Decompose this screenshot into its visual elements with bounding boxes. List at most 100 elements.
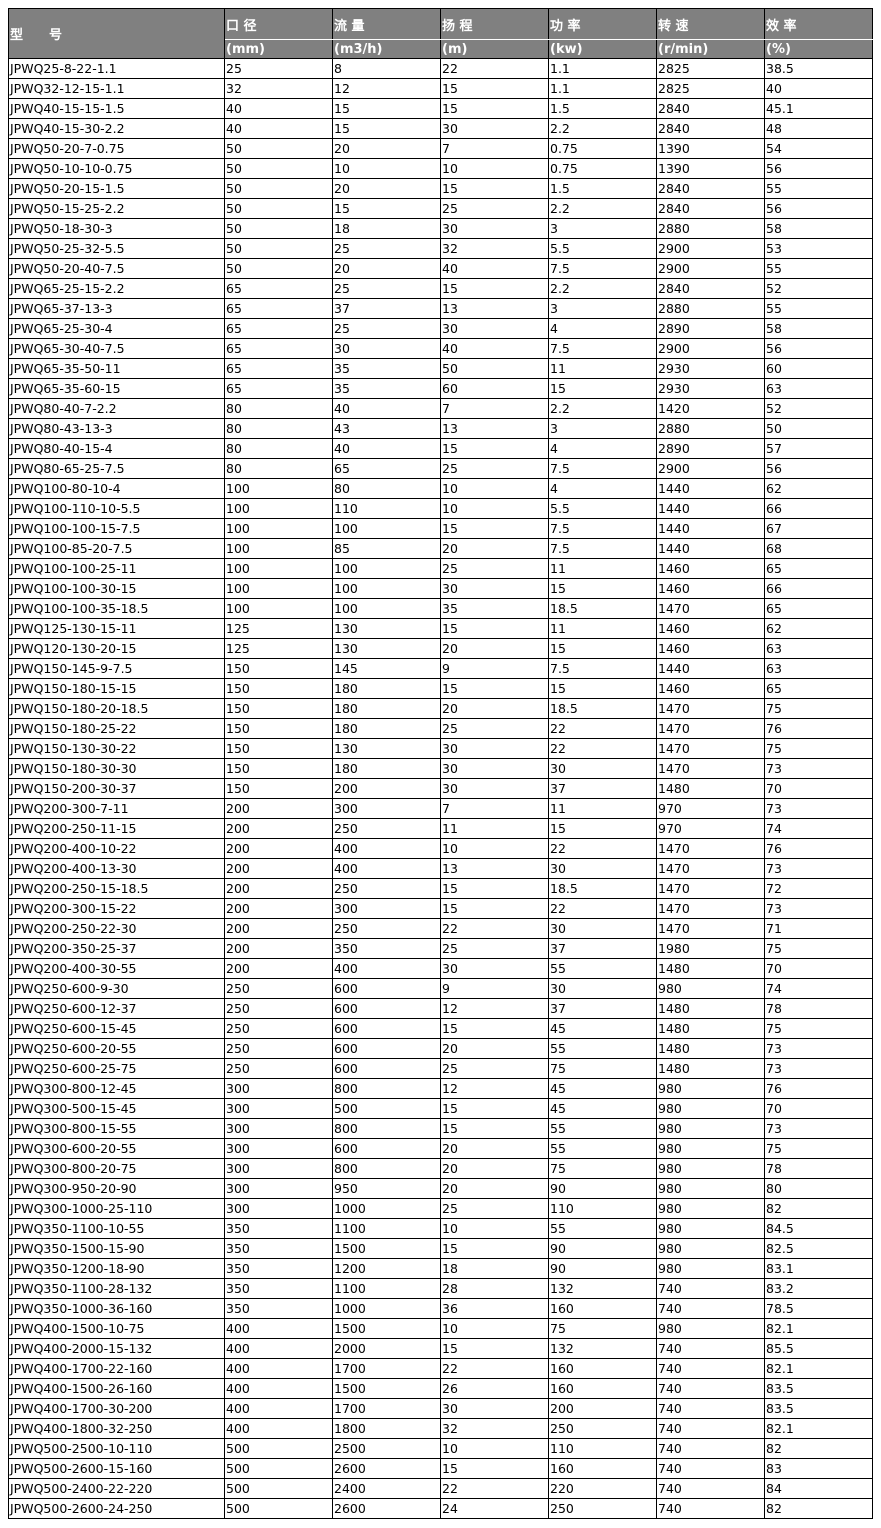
- cell-caliber: 400: [224, 1338, 333, 1359]
- cell-caliber: 50: [224, 158, 333, 179]
- table-row: JPWQ150-130-30-22 150 130 30 22 1470 75: [8, 738, 873, 759]
- cell-speed: 1470: [656, 758, 765, 779]
- cell-head: 32: [440, 1418, 549, 1439]
- cell-speed: 1440: [656, 518, 765, 539]
- header-row: 型 号 口 径 流 量 扬 程 功 率 转 速 效 率: [8, 8, 873, 59]
- table-row: JPWQ250-600-9-30 250 600 9 30 980 74: [8, 978, 873, 999]
- cell-caliber: 250: [224, 998, 333, 1019]
- cell-caliber: 150: [224, 698, 333, 719]
- cell-power: 7.5: [548, 338, 657, 359]
- cell-power: 3: [548, 218, 657, 239]
- cell-head: 25: [440, 458, 549, 479]
- cell-head: 24: [440, 1498, 549, 1519]
- cell-efficiency: 75: [764, 1018, 873, 1039]
- cell-model: JPWQ200-300-7-11: [8, 798, 225, 819]
- cell-flow: 12: [332, 78, 441, 99]
- cell-head: 22: [440, 918, 549, 939]
- cell-model: JPWQ350-1100-28-132: [8, 1278, 225, 1299]
- cell-power: 1.5: [548, 98, 657, 119]
- cell-caliber: 250: [224, 1058, 333, 1079]
- table-row: JPWQ300-800-20-75 300 800 20 75 980 78: [8, 1158, 873, 1179]
- cell-head: 15: [440, 1018, 549, 1039]
- cell-caliber: 500: [224, 1498, 333, 1519]
- cell-caliber: 300: [224, 1118, 333, 1139]
- cell-speed: 980: [656, 1098, 765, 1119]
- cell-model: JPWQ250-600-20-55: [8, 1038, 225, 1059]
- cell-efficiency: 75: [764, 738, 873, 759]
- cell-speed: 2825: [656, 78, 765, 99]
- cell-caliber: 65: [224, 378, 333, 399]
- cell-caliber: 500: [224, 1458, 333, 1479]
- cell-head: 15: [440, 898, 549, 919]
- table-row: JPWQ200-250-15-18.5 200 250 15 18.5 1470 72: [8, 878, 873, 899]
- cell-power: 37: [548, 998, 657, 1019]
- cell-power: 30: [548, 858, 657, 879]
- cell-caliber: 100: [224, 538, 333, 559]
- cell-flow: 800: [332, 1118, 441, 1139]
- cell-power: 132: [548, 1338, 657, 1359]
- cell-speed: 1470: [656, 718, 765, 739]
- table-row: JPWQ65-35-60-15 65 35 60 15 2930 63: [8, 378, 873, 399]
- cell-caliber: 80: [224, 418, 333, 439]
- cell-flow: 1500: [332, 1238, 441, 1259]
- cell-power: 15: [548, 638, 657, 659]
- cell-power: 132: [548, 1278, 657, 1299]
- cell-power: 45: [548, 1078, 657, 1099]
- cell-caliber: 50: [224, 258, 333, 279]
- cell-caliber: 250: [224, 1038, 333, 1059]
- cell-power: 30: [548, 758, 657, 779]
- cell-caliber: 150: [224, 738, 333, 759]
- cell-efficiency: 38.5: [764, 58, 873, 79]
- cell-speed: 2880: [656, 418, 765, 439]
- cell-flow: 600: [332, 998, 441, 1019]
- unit-power: (kw): [548, 39, 657, 59]
- cell-flow: 1700: [332, 1358, 441, 1379]
- cell-head: 30: [440, 778, 549, 799]
- table-row: JPWQ200-300-7-11 200 300 7 11 970 73: [8, 798, 873, 819]
- cell-caliber: 150: [224, 778, 333, 799]
- cell-caliber: 50: [224, 138, 333, 159]
- cell-caliber: 200: [224, 818, 333, 839]
- cell-power: 7.5: [548, 258, 657, 279]
- cell-power: 18.5: [548, 598, 657, 619]
- header-flow: 流 量: [332, 8, 441, 40]
- cell-speed: 970: [656, 818, 765, 839]
- cell-model: JPWQ25-8-22-1.1: [8, 58, 225, 79]
- cell-model: JPWQ200-250-15-18.5: [8, 878, 225, 899]
- cell-efficiency: 80: [764, 1178, 873, 1199]
- cell-efficiency: 74: [764, 818, 873, 839]
- cell-model: JPWQ500-2500-10-110: [8, 1438, 225, 1459]
- cell-efficiency: 82: [764, 1198, 873, 1219]
- table-row: JPWQ350-1200-18-90 350 1200 18 90 980 83.1: [8, 1258, 873, 1279]
- cell-efficiency: 74: [764, 978, 873, 999]
- cell-head: 40: [440, 258, 549, 279]
- cell-flow: 800: [332, 1078, 441, 1099]
- cell-flow: 400: [332, 858, 441, 879]
- cell-flow: 130: [332, 638, 441, 659]
- cell-head: 13: [440, 858, 549, 879]
- cell-head: 20: [440, 1138, 549, 1159]
- table-row: JPWQ65-35-50-11 65 35 50 11 2930 60: [8, 358, 873, 379]
- cell-flow: 300: [332, 898, 441, 919]
- cell-efficiency: 48: [764, 118, 873, 139]
- cell-efficiency: 65: [764, 558, 873, 579]
- cell-caliber: 250: [224, 978, 333, 999]
- cell-model: JPWQ300-950-20-90: [8, 1178, 225, 1199]
- cell-power: 200: [548, 1398, 657, 1419]
- cell-speed: 2880: [656, 298, 765, 319]
- cell-flow: 1000: [332, 1198, 441, 1219]
- cell-caliber: 300: [224, 1138, 333, 1159]
- cell-efficiency: 45.1: [764, 98, 873, 119]
- cell-speed: 2840: [656, 178, 765, 199]
- table-row: JPWQ400-1700-22-160 400 1700 22 160 740 82.1: [8, 1358, 873, 1379]
- cell-head: 30: [440, 738, 549, 759]
- cell-caliber: 400: [224, 1418, 333, 1439]
- cell-head: 30: [440, 958, 549, 979]
- cell-head: 22: [440, 1358, 549, 1379]
- cell-speed: 740: [656, 1418, 765, 1439]
- cell-model: JPWQ350-1100-10-55: [8, 1218, 225, 1239]
- cell-head: 10: [440, 498, 549, 519]
- cell-caliber: 200: [224, 798, 333, 819]
- cell-caliber: 65: [224, 318, 333, 339]
- cell-power: 55: [548, 1118, 657, 1139]
